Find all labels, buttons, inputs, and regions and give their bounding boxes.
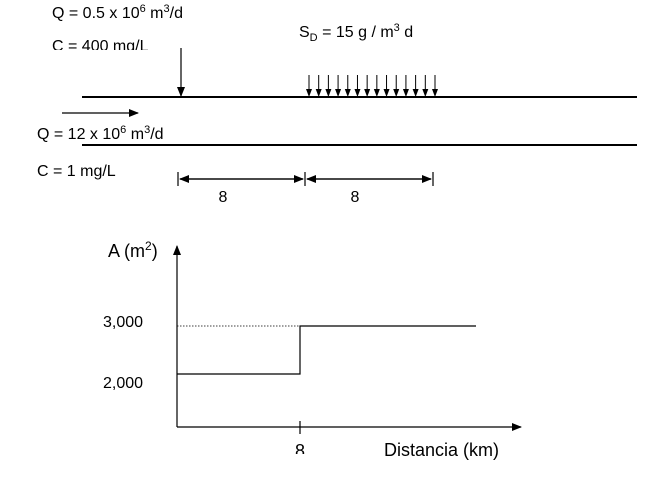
source-arrow-head	[373, 89, 380, 97]
ytick-3000: 3,000	[103, 314, 143, 331]
source-arrow-head	[364, 89, 371, 97]
source-arrow-head	[432, 89, 438, 97]
inflow-concentration-label: C = 400 mg/L	[52, 38, 149, 55]
river-concentration-label: C = 1 mg/L	[37, 163, 116, 180]
source-arrow-head	[393, 89, 400, 97]
area-step-line	[177, 325, 476, 375]
dim-label-segment-2: 8	[351, 189, 360, 206]
source-arrow-head	[402, 89, 409, 97]
distance-axis-label: Distancia (km)	[384, 440, 499, 460]
source-arrow-head	[412, 89, 419, 97]
source-arrow-head	[383, 89, 390, 97]
source-arrow-head	[306, 89, 312, 97]
ytick-2000: 2,000	[103, 375, 143, 392]
inflow-concentration-clip: C = 400 mg/L	[52, 38, 149, 55]
xtick-8-clip: 8	[295, 441, 305, 461]
distributed-source-arrows	[306, 75, 438, 97]
source-arrow-head	[344, 89, 351, 97]
area-axis-label: A (m2)	[108, 239, 158, 261]
source-arrow-head	[325, 89, 332, 97]
source-arrow-head	[354, 89, 361, 97]
xtick-8-label: 8	[295, 441, 305, 461]
source-arrow-head	[315, 89, 322, 97]
river-flow-label: Q = 12 x 106 m3/d	[37, 124, 164, 143]
inflow-flow-label: Q = 0.5 x 106 m3/d	[52, 3, 183, 22]
distributed-source-label: SD = 15 g / m3 d	[299, 22, 413, 44]
source-arrow-head	[335, 89, 342, 97]
dim-label-segment-1: 8	[219, 189, 228, 206]
source-arrow-head	[422, 89, 429, 97]
